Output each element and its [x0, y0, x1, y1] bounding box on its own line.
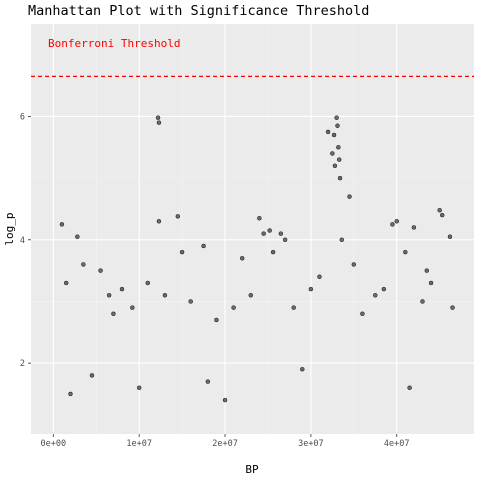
- data-point: [59, 222, 65, 227]
- data-point: [130, 305, 135, 310]
- data-point: [411, 225, 417, 230]
- data-point: [89, 373, 95, 378]
- data-point: [201, 243, 206, 249]
- data-point: [381, 286, 387, 292]
- data-point: [437, 207, 442, 213]
- x-tick-label: 2e+07: [212, 439, 238, 449]
- x-tick-label: 3e+07: [298, 439, 324, 449]
- data-point: [278, 231, 284, 236]
- data-point: [420, 299, 425, 304]
- data-point: [336, 145, 341, 150]
- data-point: [347, 194, 352, 199]
- y-axis: 2 4 6: [20, 112, 31, 369]
- chart-title: Manhattan Plot with Significance Thresho…: [28, 3, 369, 19]
- data-point: [403, 249, 408, 255]
- data-point: [424, 268, 430, 273]
- y-tick-label: 6: [20, 112, 25, 122]
- data-point: [214, 317, 219, 323]
- data-points: [59, 115, 455, 403]
- data-point: [205, 379, 211, 384]
- data-point: [339, 237, 345, 243]
- data-point: [407, 385, 412, 391]
- data-point: [188, 299, 193, 304]
- x-tick-label: 0e+00: [41, 439, 67, 449]
- data-point: [267, 228, 272, 233]
- data-point: [239, 256, 245, 261]
- data-point: [156, 219, 162, 224]
- x-tick-label: 1e+07: [126, 439, 152, 449]
- data-point: [325, 129, 331, 135]
- data-point: [179, 249, 185, 255]
- data-point: [175, 214, 181, 219]
- y-tick-label: 4: [20, 236, 25, 246]
- data-point: [450, 305, 455, 310]
- plot-panel: [31, 24, 474, 434]
- data-point: [155, 115, 161, 120]
- x-tick-label: 4e+07: [384, 439, 410, 449]
- data-point: [257, 215, 262, 221]
- data-point: [98, 268, 103, 273]
- data-point: [136, 385, 142, 391]
- data-point: [145, 280, 151, 286]
- data-point: [330, 151, 335, 156]
- data-point: [334, 115, 339, 120]
- x-axis-title: BP: [245, 463, 259, 476]
- data-point: [317, 274, 322, 280]
- y-axis-title: log_p: [3, 212, 16, 245]
- data-point: [332, 163, 338, 169]
- data-point: [222, 397, 228, 403]
- data-point: [248, 293, 254, 298]
- data-point: [261, 231, 266, 236]
- data-point: [81, 262, 86, 267]
- data-point: [336, 157, 342, 162]
- data-point: [447, 234, 453, 239]
- data-point: [106, 293, 112, 298]
- data-point: [291, 305, 296, 310]
- data-point: [68, 391, 73, 397]
- data-point: [373, 293, 378, 298]
- data-point: [63, 280, 69, 286]
- data-point: [270, 249, 276, 255]
- data-point: [300, 367, 305, 372]
- data-point: [331, 132, 337, 138]
- data-point: [119, 286, 125, 292]
- data-point: [231, 305, 236, 310]
- data-point: [75, 234, 80, 239]
- threshold-label: Bonferroni Threshold: [48, 37, 180, 50]
- data-point: [308, 286, 314, 292]
- y-tick-label: 2: [20, 359, 25, 369]
- data-point: [439, 212, 445, 218]
- data-point: [390, 222, 395, 227]
- data-point: [282, 237, 288, 243]
- data-point: [394, 219, 399, 224]
- data-point: [428, 280, 434, 286]
- minor-gridlines: [31, 24, 474, 434]
- data-point: [162, 293, 168, 298]
- data-point: [335, 123, 340, 128]
- data-point: [111, 311, 116, 317]
- major-gridlines: [31, 24, 474, 434]
- data-point: [351, 262, 357, 267]
- data-point: [360, 311, 365, 317]
- data-point: [337, 175, 343, 181]
- data-point: [156, 120, 162, 125]
- x-axis: 0e+00 1e+07 2e+07 3e+07 4e+07: [41, 434, 410, 449]
